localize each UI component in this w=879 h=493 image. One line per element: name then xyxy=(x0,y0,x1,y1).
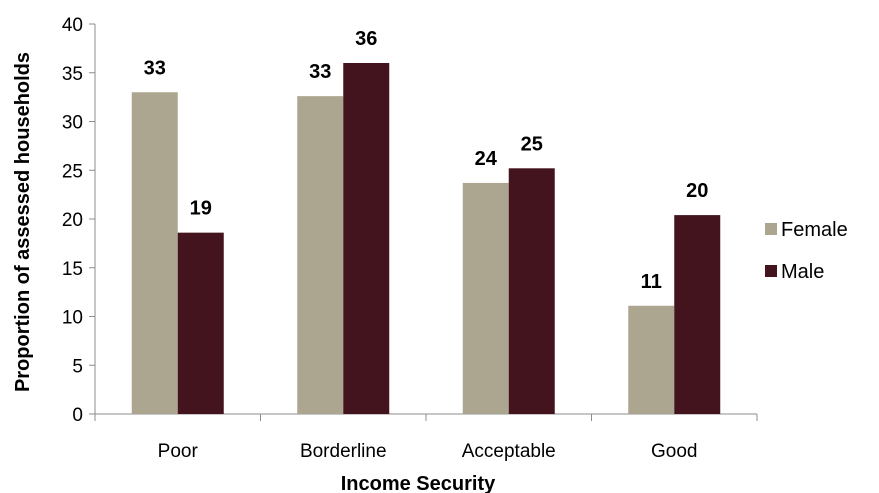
data-label: 33 xyxy=(309,61,331,83)
bar-male xyxy=(343,63,390,414)
data-labels: 33 33 24 11 19 36 25 20 xyxy=(144,28,709,293)
y-tick-label: 10 xyxy=(62,308,83,329)
bar-male xyxy=(177,232,224,414)
data-label: 33 xyxy=(144,57,166,79)
y-axis: 0 5 10 15 20 25 30 35 40 xyxy=(62,15,96,426)
bar-male xyxy=(674,215,721,414)
x-axis: Poor Borderline Acceptable Good xyxy=(94,413,758,462)
legend: Female Male xyxy=(765,219,848,283)
x-tick-label: Borderline xyxy=(300,441,387,462)
data-label: 36 xyxy=(355,28,377,50)
y-tick-label: 5 xyxy=(72,356,83,377)
bars xyxy=(131,63,721,415)
bar-female xyxy=(131,92,178,414)
y-axis-title: Proportion of assessed households xyxy=(12,52,34,392)
data-label: 11 xyxy=(641,271,662,293)
x-tick-label: Acceptable xyxy=(462,441,556,462)
x-axis-title: Income Security xyxy=(341,473,496,493)
y-tick-label: 35 xyxy=(62,64,83,85)
y-tick-label: 20 xyxy=(62,210,83,231)
y-tick-label: 25 xyxy=(62,161,83,182)
legend-label: Female xyxy=(781,219,848,241)
data-label: 24 xyxy=(475,148,498,170)
data-label: 25 xyxy=(521,133,543,155)
y-tick-label: 40 xyxy=(62,15,83,36)
legend-swatch-male xyxy=(765,265,777,277)
y-tick-label: 15 xyxy=(62,259,83,280)
bar-female xyxy=(628,305,675,414)
x-tick-label: Poor xyxy=(158,441,199,462)
bar-female xyxy=(297,96,344,415)
y-tick-label: 0 xyxy=(72,405,83,426)
data-label: 20 xyxy=(686,180,708,202)
x-tick-label: Good xyxy=(651,441,697,462)
legend-label: Male xyxy=(781,261,824,283)
bar-male xyxy=(508,168,555,414)
data-label: 19 xyxy=(190,198,212,220)
bar-female xyxy=(462,182,509,414)
legend-swatch-female xyxy=(765,223,777,235)
y-tick-label: 30 xyxy=(62,113,83,134)
